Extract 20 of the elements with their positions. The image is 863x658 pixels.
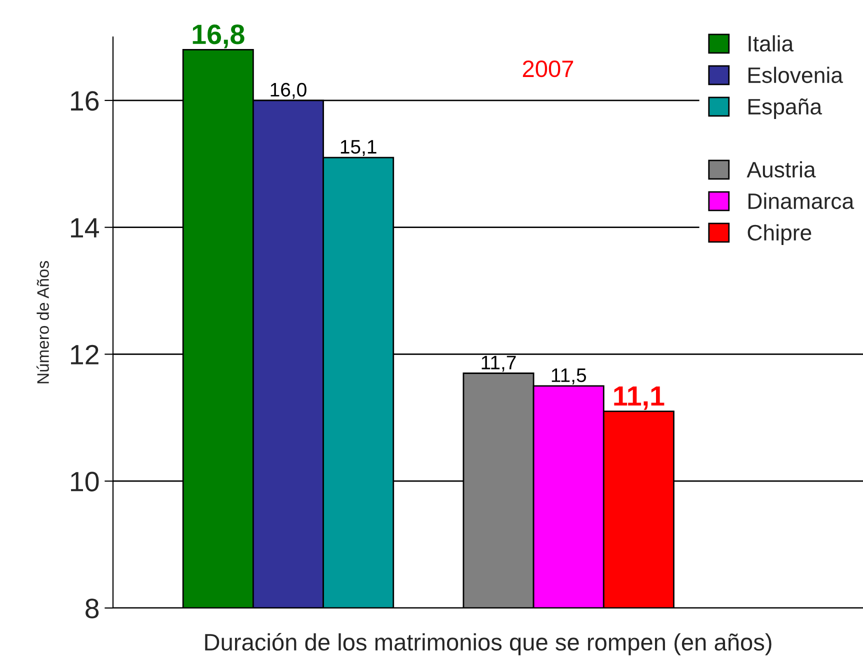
y-tick-label: 14 [71, 218, 99, 238]
data-label: 11,7 [482, 356, 516, 372]
data-label: 16,0 [270, 82, 306, 99]
legend-label: España [748, 98, 822, 119]
legend-label: Austria [746, 161, 816, 178]
y-tick-label: 10 [71, 472, 99, 492]
y-tick-label: 12 [71, 344, 98, 364]
y-tick-label: 8 [86, 598, 99, 618]
x-axis-title: Duración de los matrimonios que se rompen (en años) [205, 633, 772, 656]
text: 2007 [522, 60, 574, 78]
legend-label: Italia [748, 35, 794, 52]
data-label: 11,1 [614, 386, 664, 410]
legend-label: Dinamarca [748, 192, 854, 210]
legend-label: Eslovenia [748, 66, 844, 84]
y-axis-title: Número de Años [36, 261, 49, 384]
data-label: 16,8 [192, 24, 244, 48]
data-label: 15,1 [340, 140, 376, 156]
legend-label: Chipre [748, 224, 812, 245]
y-tick-label: 16 [71, 91, 99, 111]
data-label: 11,5 [552, 368, 586, 384]
